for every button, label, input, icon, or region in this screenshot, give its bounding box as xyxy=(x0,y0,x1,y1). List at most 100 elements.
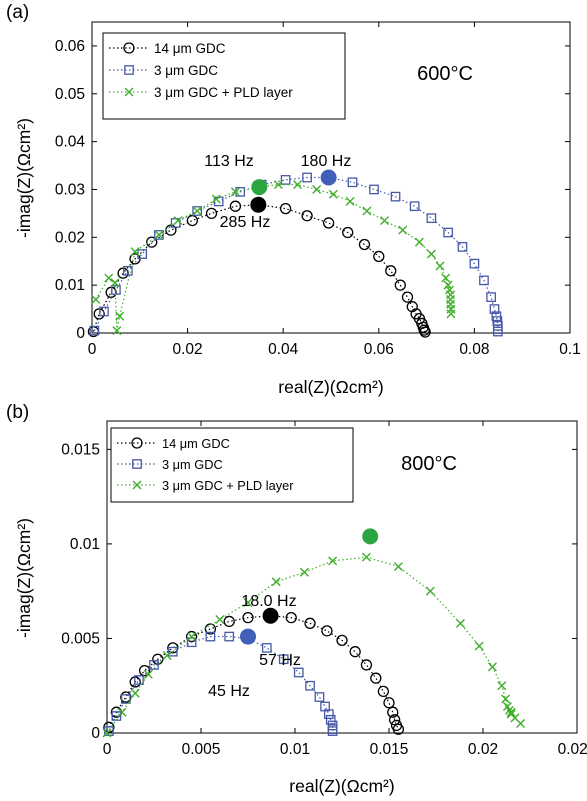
data-point xyxy=(455,618,465,628)
highlight-label: 285 Hz xyxy=(220,214,271,231)
x-tick-label: 0.1 xyxy=(559,341,581,358)
y-tick-label: 0.015 xyxy=(61,441,100,458)
data-point xyxy=(323,709,334,719)
data-point xyxy=(328,556,338,566)
legend-box xyxy=(110,427,354,503)
data-point xyxy=(312,184,322,194)
data-point xyxy=(506,707,516,717)
data-point xyxy=(162,650,172,660)
data-point xyxy=(426,213,437,224)
legend-entry: 14 μm GDC xyxy=(162,436,230,451)
data-point xyxy=(130,247,140,257)
data-point xyxy=(443,227,453,238)
data-point xyxy=(401,291,414,303)
data-point xyxy=(223,615,235,628)
data-point xyxy=(154,230,164,240)
data-point xyxy=(173,216,183,226)
data-point xyxy=(271,577,281,587)
highlight-label: 57 Hz xyxy=(259,652,301,669)
data-point xyxy=(91,295,101,305)
data-point xyxy=(383,697,395,709)
data-point xyxy=(398,225,408,235)
highlight-point xyxy=(320,169,337,186)
data-point xyxy=(321,625,333,637)
legend-entry: 3 μm GDC + PLD layer xyxy=(162,478,294,493)
data-point xyxy=(387,706,399,718)
legend: 14 μm GDC 3 μm GDC 3 μm GDC + PLD layer xyxy=(102,32,346,120)
data-point xyxy=(457,242,468,252)
data-point xyxy=(435,261,445,271)
data-point xyxy=(134,675,144,685)
x-tick-label: 0 xyxy=(88,341,97,358)
data-point xyxy=(242,612,254,624)
data-point xyxy=(377,685,390,698)
data-point xyxy=(117,707,127,717)
y-tick-label: 0.03 xyxy=(55,181,85,198)
x-tick-label: 0.015 xyxy=(370,741,409,758)
temperature-label: 600°C xyxy=(417,63,473,85)
data-point xyxy=(349,646,361,658)
data-point xyxy=(393,562,403,572)
data-point xyxy=(102,728,112,738)
legend-entry: 14 μm GDC xyxy=(154,41,226,56)
y-tick-label: 0.01 xyxy=(70,536,100,553)
legend-marker xyxy=(131,437,143,449)
highlight-point xyxy=(262,607,279,624)
data-point xyxy=(167,646,178,657)
data-point xyxy=(360,659,373,671)
data-point xyxy=(154,230,164,240)
series-0 xyxy=(103,610,405,735)
data-point xyxy=(103,721,115,733)
data-point xyxy=(336,634,348,646)
y-tick-label: 0.01 xyxy=(55,277,85,294)
data-point xyxy=(278,654,289,665)
data-point xyxy=(388,714,401,726)
data-point xyxy=(489,304,500,314)
data-point xyxy=(293,667,304,678)
data-point xyxy=(362,206,372,216)
data-point xyxy=(425,586,435,596)
data-point xyxy=(261,643,272,653)
data-point xyxy=(205,207,218,220)
x-tick-label: 0.005 xyxy=(182,741,221,758)
series-line xyxy=(93,176,499,332)
chart-panel-0: (a) 0 0.02 0.04 0.06 0.08 0.1 0 0.01 0.02 0.03 0.04… xyxy=(6,2,581,397)
x-tick-label: 0.02 xyxy=(468,741,498,758)
data-point xyxy=(419,326,431,338)
y-tick-label: 0.05 xyxy=(55,86,85,103)
data-point xyxy=(89,325,100,336)
panel-label: (b) xyxy=(6,402,29,423)
y-tick-label: 0.06 xyxy=(55,38,85,55)
y-tick-label: 0 xyxy=(91,725,100,742)
temperature-label: 800°C xyxy=(401,453,457,475)
legend-marker xyxy=(132,480,142,490)
chart-panel-1: (b) 0 0.005 0.01 0.015 0.02 0.025 0 0.005 0.01 0.0… xyxy=(6,402,587,796)
data-point xyxy=(380,216,390,226)
data-point xyxy=(474,641,484,651)
x-tick-label: 0.04 xyxy=(268,341,299,358)
data-point xyxy=(373,250,385,263)
data-point xyxy=(390,191,401,202)
x-axis-label: real(Z)(Ωcm²) xyxy=(278,377,383,397)
data-point xyxy=(123,265,133,276)
data-point xyxy=(230,187,240,197)
data-point xyxy=(187,632,197,642)
data-point xyxy=(279,202,292,215)
legend-marker xyxy=(124,65,134,75)
legend: 14 μm GDC 3 μm GDC 3 μm GDC + PLD layer xyxy=(110,427,354,503)
data-point xyxy=(120,694,131,704)
data-point xyxy=(479,275,489,286)
data-point xyxy=(487,662,497,672)
data-point xyxy=(138,664,151,677)
data-point xyxy=(328,189,338,199)
data-point xyxy=(224,631,235,642)
highlight-point xyxy=(250,196,267,213)
data-point xyxy=(243,598,253,608)
x-tick-label: 0.06 xyxy=(364,341,394,358)
legend-marker xyxy=(132,459,142,469)
data-point xyxy=(120,691,132,703)
y-axis-label: -imag(Z)(Ωcm²) xyxy=(14,518,34,638)
data-point xyxy=(358,238,371,251)
data-point xyxy=(342,226,354,239)
